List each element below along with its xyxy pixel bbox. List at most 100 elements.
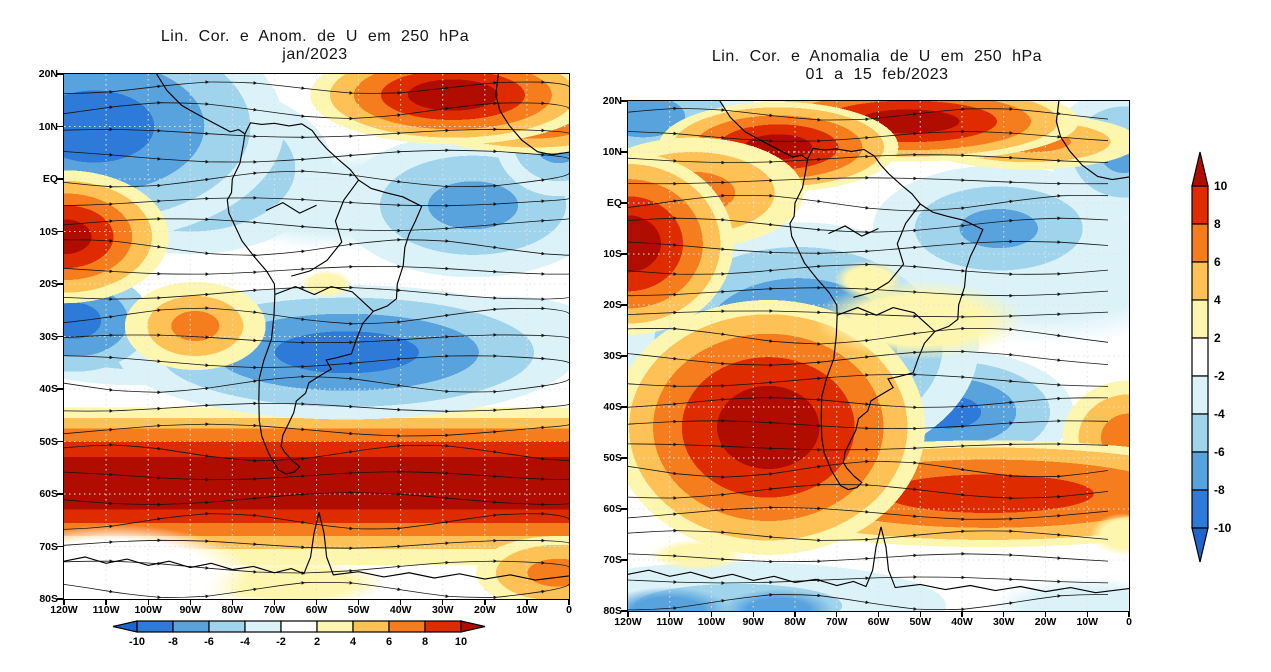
svg-text:-2: -2 [276,636,286,648]
svg-text:2: 2 [1214,331,1221,345]
lat-tick-mark [621,151,627,153]
lat-tick-mark [621,508,627,510]
right-title-line1: Lin. Cor. e Anomalia de U em 250 hPa [711,48,1043,65]
svg-text:-6: -6 [204,636,214,648]
lat-tick-label: 10S [39,225,58,238]
lat-tick-mark [621,202,627,204]
lon-tick-mark [442,599,444,605]
lon-tick-label: 10W [1076,616,1099,628]
svg-text:8: 8 [422,636,428,648]
svg-text:-2: -2 [1214,369,1225,383]
streamlines [64,80,569,599]
svg-text:-4: -4 [240,636,251,648]
lat-tick-mark [57,283,63,285]
lon-tick-mark [919,611,921,617]
lat-tick-mark [57,493,63,495]
lat-tick-label: 70S [39,540,58,553]
left-title-line1: Lin. Cor. e Anom. de U em 250 hPa [160,28,470,45]
svg-text:4: 4 [350,636,357,648]
lon-tick-mark [794,611,796,617]
lon-tick-mark [836,611,838,617]
lon-tick-mark [1128,611,1130,617]
lat-tick-label: 60S [603,503,622,515]
svg-text:-10: -10 [129,636,145,648]
lon-tick-label: 30W [431,604,454,616]
lat-tick-mark [57,388,63,390]
lon-tick-mark [105,599,107,605]
lon-tick-mark [315,599,318,605]
lon-tick-label: 100W [134,604,162,616]
lat-tick-mark [57,73,63,75]
map-overlay-right [628,101,1129,611]
left-panel-title: Lin. Cor. e Anom. de U em 250 hPa jan/20… [75,28,555,64]
lon-tick-mark [231,599,234,605]
lon-tick-label: 80W [784,616,806,628]
lat-tick-mark [621,355,627,357]
lon-tick-label: 90W [179,604,202,616]
lon-tick-mark [710,611,713,617]
lat-tick-mark [57,230,63,233]
lat-tick-label: 10N [38,120,58,133]
lon-tick-label: 80W [221,604,244,616]
lon-tick-mark [357,599,360,605]
lon-tick-mark [1003,611,1005,617]
lat-tick-mark [57,335,63,338]
lon-tick-mark [1044,611,1047,617]
lon-tick-label: 70W [263,604,286,616]
lon-tick-label: 0 [1126,616,1132,628]
lon-tick-label: 30W [992,616,1015,628]
map-overlay-left [64,74,569,599]
lon-tick-mark [1086,611,1088,617]
lon-tick-label: 40W [389,604,412,616]
lat-tick-mark [57,598,63,600]
lon-tick-mark [568,599,570,605]
map-panel-left: 20N 10N EQ 10S 20S 30S 40S 50S 60S 70S 80S 120W 110W… [39,69,572,616]
right-panel-title: Lin. Cor. e Anomalia de U em 250 hPa 01 … [637,48,1117,84]
lat-tick-label: 10N [602,146,622,158]
lat-tick-mark [621,610,627,612]
lat-tick-label: EQ [606,197,622,209]
streamlines [628,106,1109,611]
lat-tick-mark [621,253,627,255]
lon-tick-mark [669,611,671,617]
lat-tick-label: 40S [39,383,58,395]
lat-tick-label: 50S [39,435,58,448]
lat-tick-label: 20N [602,95,622,107]
lat-tick-mark [57,440,63,443]
lon-tick-label: 50W [347,604,370,616]
lat-tick-mark [621,457,627,459]
svg-text:-6: -6 [1214,445,1225,459]
left-title-line2: jan/2023 [282,46,348,63]
lat-tick-label: 70S [603,554,622,566]
lon-tick-mark [752,611,754,617]
lon-tick-mark [877,611,880,617]
lon-tick-label: 50W [909,616,932,628]
svg-text:-8: -8 [168,636,178,648]
lat-tick-label: 40S [603,401,622,413]
lon-tick-label: 10W [516,604,538,616]
lon-tick-label: 120W [50,604,78,616]
lon-tick-label: 20W [1034,616,1057,628]
lon-tick-label: 0 [566,604,572,616]
lon-tick-label: 90W [742,616,765,628]
lat-tick-label: 10S [603,248,622,260]
lon-tick-label: 120W [614,616,642,628]
lat-tick-mark [621,406,627,408]
svg-text:-4: -4 [1214,407,1225,421]
lat-tick-label: 80S [39,593,58,605]
lat-tick-label: 30S [603,350,622,362]
lon-tick-label: 60W [305,604,328,616]
lon-tick-mark [189,599,191,605]
lon-tick-mark [526,599,528,605]
lat-tick-mark [57,545,63,548]
lat-tick-mark [621,100,627,102]
lon-tick-label: 60W [867,616,890,628]
lat-tick-label: 80S [603,605,622,617]
svg-text:8: 8 [1214,217,1221,231]
svg-text:-10: -10 [1214,521,1232,535]
lon-tick-label: 70W [825,616,848,628]
lon-tick-mark [147,599,149,605]
svg-text:4: 4 [1214,293,1221,307]
svg-text:10: 10 [1214,179,1228,193]
